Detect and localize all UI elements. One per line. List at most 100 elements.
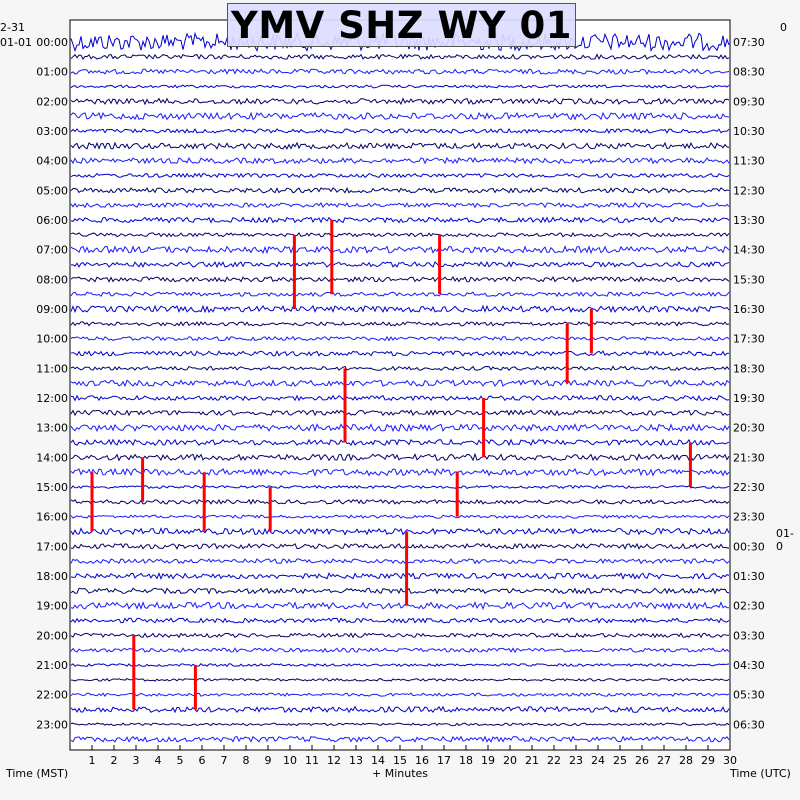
left-hour-label: 13:00: [36, 422, 68, 435]
right-hour-label: 20:30: [733, 422, 765, 435]
event-marker: [132, 635, 136, 710]
right-hour-label: 22:30: [733, 481, 765, 494]
trace-row: [70, 365, 730, 371]
left-hour-label: 11:00: [36, 362, 68, 375]
right-hour-label: 23:30: [733, 511, 765, 524]
right-hour-label: 16:30: [733, 303, 765, 316]
trace-row: [70, 677, 730, 682]
trace-row: [70, 527, 730, 536]
trace-row: [70, 216, 730, 224]
right-hour-label: 01:30: [733, 570, 765, 583]
trace-row: [70, 498, 730, 506]
trace-row: [70, 452, 730, 462]
left-date-top: 2-31: [0, 21, 25, 34]
event-marker: [330, 220, 334, 295]
trace-row: [70, 379, 730, 388]
left-hour-label: 09:00: [36, 303, 68, 316]
x-tick-label: 26: [635, 754, 649, 767]
x-tick-label: 15: [393, 754, 407, 767]
event-marker: [688, 442, 692, 487]
right-hour-label: 21:30: [733, 451, 765, 464]
x-tick-label: 10: [283, 754, 297, 767]
trace-row: [70, 202, 730, 209]
event-marker: [589, 309, 593, 354]
left-hour-label: 14:00: [36, 451, 68, 464]
right-hour-label: 04:30: [733, 659, 765, 672]
trace-row: [70, 156, 730, 165]
event-marker: [202, 472, 206, 532]
left-hour-label: 01:00: [36, 66, 68, 79]
left-hour-label: 12:00: [36, 392, 68, 405]
left-hour-label: 07:00: [36, 244, 68, 257]
trace-row: [70, 394, 730, 402]
trace-row: [70, 111, 730, 121]
right-hour-label: 03:30: [733, 629, 765, 642]
trace-row: [70, 467, 730, 478]
trace-row: [70, 97, 730, 106]
left-hour-label: 10:00: [36, 333, 68, 346]
event-marker: [141, 457, 145, 502]
left-hour-label: 00:00: [36, 36, 68, 49]
trace-row: [70, 484, 730, 490]
trace-row: [70, 350, 730, 357]
x-tick-label: 14: [371, 754, 385, 767]
trace-row: [70, 438, 730, 447]
trace-row: [70, 320, 730, 327]
trace-row: [70, 587, 730, 595]
trace-row: [70, 514, 730, 519]
right-hour-label: 14:30: [733, 244, 765, 257]
x-tick-label: 3: [133, 754, 140, 767]
chart-title: YMV SHZ WY 01: [227, 3, 576, 47]
trace-row: [71, 260, 730, 269]
trace-row: [70, 647, 730, 654]
plot-frame: [69, 19, 731, 751]
left-hour-label: 22:00: [36, 689, 68, 702]
right-hour-label: 18:30: [733, 362, 765, 375]
trace-group: [70, 31, 730, 743]
left-axis-label: Time (MST): [6, 767, 69, 780]
trace-row: [70, 84, 730, 89]
right-hour-label: 19:30: [733, 392, 765, 405]
x-tick-label: 11: [305, 754, 319, 767]
trace-row: [70, 572, 730, 581]
right-hour-label: 05:30: [733, 689, 765, 702]
trace-row: [70, 692, 730, 697]
x-tick-label: 16: [415, 754, 429, 767]
event-marker: [343, 368, 347, 443]
x-tick-label: 23: [569, 754, 583, 767]
trace-row: [70, 617, 730, 624]
x-tick-label: 27: [657, 754, 671, 767]
x-tick-label: 2: [111, 754, 118, 767]
right-hour-label: 15:30: [733, 273, 765, 286]
trace-row: [70, 705, 730, 714]
left-hour-label: 04:00: [36, 155, 68, 168]
x-tick-label: 18: [459, 754, 473, 767]
left-date-row0: 01-01: [0, 36, 32, 49]
trace-row: [70, 128, 730, 135]
x-tick-label: 19: [481, 754, 495, 767]
left-hour-labels: 00:00 01:00 02:00 03:00 04:00 05:00 06:00 07:00…: [36, 36, 68, 731]
event-marker: [90, 472, 94, 532]
event-marker: [405, 531, 409, 606]
right-hour-label: 00:30: [733, 540, 765, 553]
left-hour-label: 06:00: [36, 214, 68, 227]
x-tick-label: 9: [265, 754, 272, 767]
x-tick-label: 22: [547, 754, 561, 767]
x-tick-group: 1 2 3 4 5 6 7 8 9 10 11 12 13 14 15 16 17 18 19 20 21 22 23 24 2…: [89, 745, 737, 767]
trace-row: [70, 68, 730, 75]
trace-row: [70, 232, 730, 238]
trace-row: [70, 542, 730, 550]
x-tick-label: 4: [155, 754, 162, 767]
trace-row: [70, 276, 730, 283]
x-tick-label: 12: [327, 754, 341, 767]
event-marker: [193, 665, 197, 710]
x-tick-label: 8: [243, 754, 250, 767]
trace-row: [70, 409, 730, 417]
right-hour-label: 17:30: [733, 333, 765, 346]
right-hour-label: 12:30: [733, 184, 765, 197]
x-tick-label: 5: [177, 754, 184, 767]
left-hour-label: 23:00: [36, 718, 68, 731]
event-marker: [268, 487, 272, 532]
trace-row: [70, 53, 730, 61]
event-marker: [438, 234, 442, 295]
